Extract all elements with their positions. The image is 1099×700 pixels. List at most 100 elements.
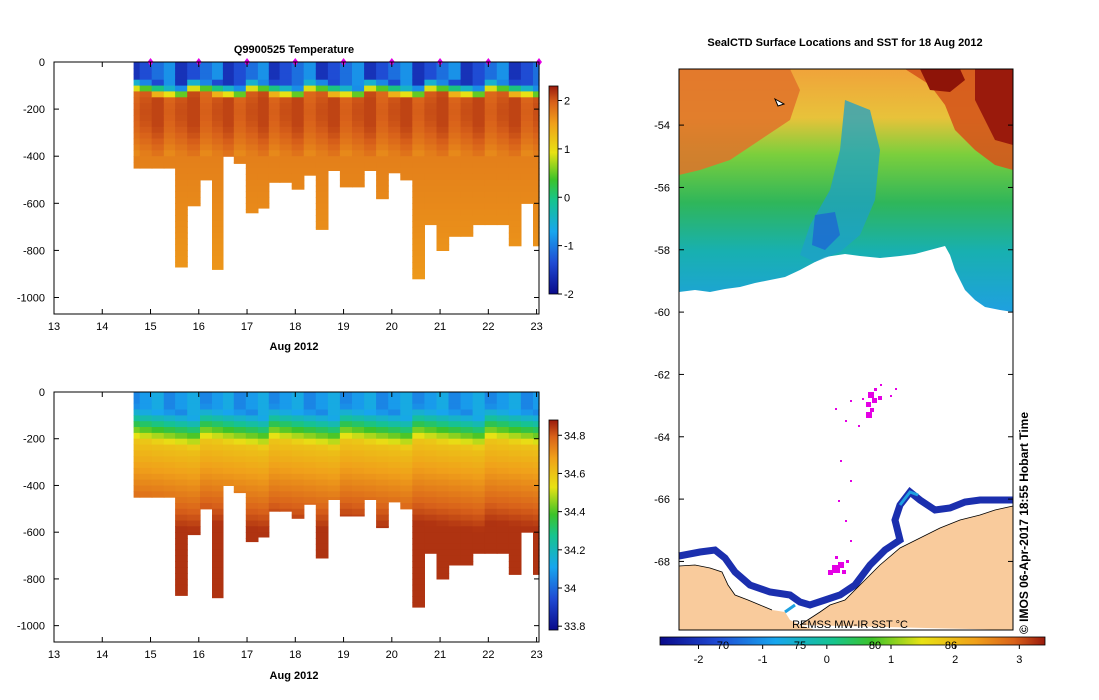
section-cell	[187, 162, 201, 169]
section-cell	[187, 115, 201, 122]
section-cell	[212, 250, 224, 257]
section-cell	[412, 256, 425, 263]
section-cell	[412, 403, 425, 411]
section-cell	[233, 126, 247, 134]
section-cell	[424, 168, 438, 175]
section-cell	[496, 179, 510, 187]
section-cell	[484, 427, 498, 434]
section-cell	[233, 473, 247, 481]
section-cell	[315, 520, 329, 527]
section-cell	[200, 403, 213, 411]
section-cell	[187, 203, 201, 207]
sal-x-tick-label: 17	[241, 649, 253, 661]
section-cell	[412, 162, 425, 169]
section-cell	[388, 156, 401, 163]
section-cell	[315, 491, 329, 498]
section-cell	[400, 115, 413, 122]
section-cell	[400, 397, 413, 405]
section-cell	[257, 397, 270, 405]
section-cell	[520, 438, 534, 446]
section-cell	[279, 115, 293, 122]
section-cell	[508, 179, 522, 187]
section-cell	[412, 584, 425, 592]
section-cell	[472, 103, 486, 110]
section-cell	[472, 427, 486, 434]
section-cell	[339, 185, 353, 188]
section-cell	[327, 427, 341, 434]
sal-colorbar	[548, 419, 559, 631]
map-lat-tick-label: -56	[654, 182, 670, 194]
section-cell	[412, 144, 425, 151]
temp-colorbar-ticks: 210-1-2	[558, 96, 574, 301]
section-cell	[364, 85, 377, 93]
section-cell	[484, 485, 498, 492]
section-cell	[508, 485, 522, 492]
section-cell	[484, 215, 498, 222]
section-cell	[412, 520, 425, 527]
section-cell	[315, 462, 329, 469]
section-cell	[139, 91, 153, 98]
section-cell	[279, 132, 293, 140]
section-cell	[268, 97, 281, 104]
section-cell	[412, 543, 425, 551]
section-cell	[175, 79, 188, 87]
section-cell	[376, 179, 389, 187]
section-cell	[139, 415, 153, 422]
section-cell	[175, 573, 188, 580]
section-cell	[533, 438, 540, 446]
section-cell	[200, 173, 213, 181]
section-cell	[412, 473, 425, 481]
section-cell	[268, 115, 281, 122]
section-cell	[257, 115, 270, 122]
section-cell	[245, 156, 259, 163]
section-cell	[257, 203, 270, 209]
section-cell	[496, 397, 510, 405]
section-cell	[339, 421, 353, 428]
map-frame	[678, 68, 1014, 631]
section-cell	[187, 491, 201, 498]
section-cell	[163, 415, 176, 422]
section-cell	[257, 421, 270, 428]
section-cell	[222, 91, 235, 98]
section-cell	[212, 403, 224, 411]
section-cell	[484, 397, 498, 405]
section-cell	[187, 427, 201, 434]
section-cell	[448, 427, 462, 434]
section-cell	[200, 168, 213, 175]
section-cell	[460, 203, 474, 210]
section-cell	[424, 197, 438, 204]
section-cell	[508, 403, 522, 411]
section-cell	[424, 221, 438, 226]
section-cell	[412, 427, 425, 434]
section-cell	[400, 467, 413, 475]
section-cell	[327, 432, 341, 440]
section-cell	[448, 532, 462, 539]
section-cell	[163, 421, 176, 428]
section-cell	[484, 532, 498, 539]
sal-x-tick-label: 18	[289, 649, 301, 661]
section-cell	[484, 197, 498, 204]
section-cell	[133, 462, 141, 469]
section-cell	[257, 91, 270, 98]
section-cell	[520, 526, 534, 533]
section-cell	[352, 103, 365, 110]
section-cell	[327, 73, 341, 81]
section-cell	[212, 491, 224, 498]
section-cell	[257, 185, 270, 193]
section-cell	[212, 126, 224, 134]
section-cell	[448, 67, 462, 75]
section-cell	[533, 479, 540, 486]
section-cell	[315, 503, 329, 510]
sal-y-tick-label: 0	[39, 387, 45, 399]
section-cell	[484, 144, 498, 151]
section-cell	[496, 508, 510, 516]
section-cell	[388, 150, 401, 157]
section-cell	[484, 85, 498, 93]
section-cell	[496, 467, 510, 475]
section-cell	[496, 421, 510, 428]
section-cell	[376, 403, 389, 411]
section-cell	[508, 197, 522, 204]
section-cell	[412, 514, 425, 522]
section-cell	[436, 532, 450, 539]
section-cell	[533, 168, 540, 175]
